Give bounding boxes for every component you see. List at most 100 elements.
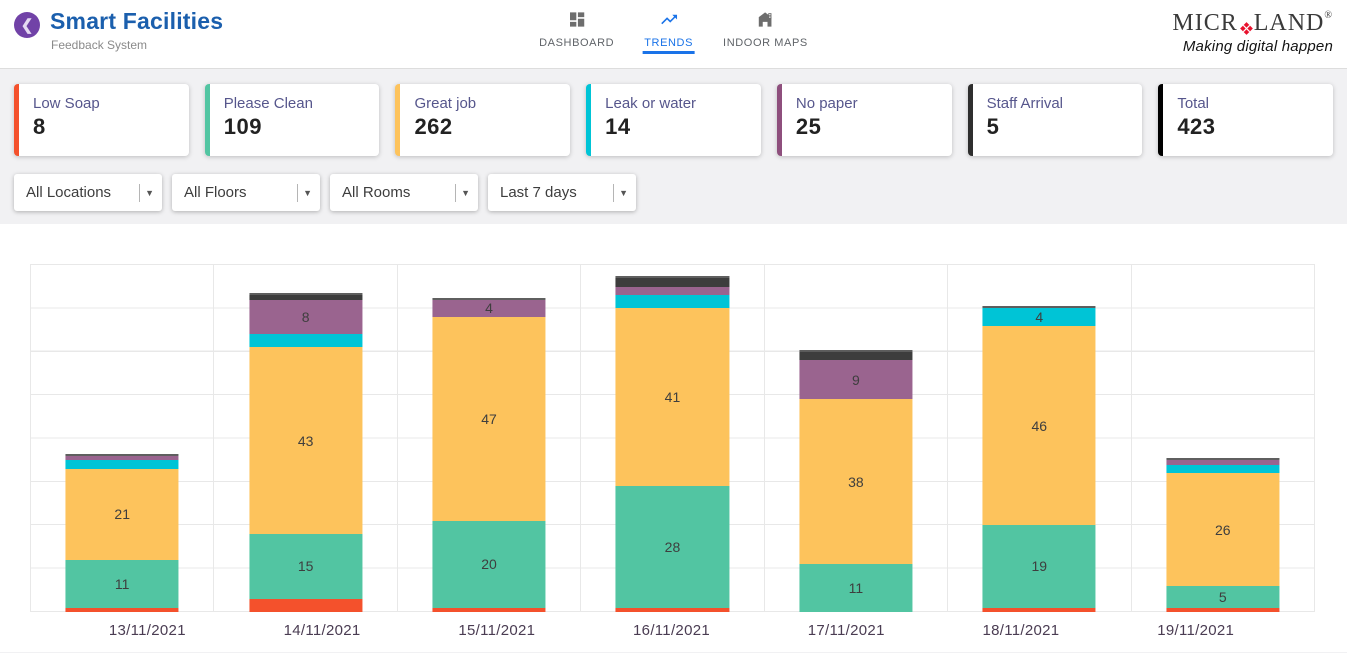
bar-segment-no-paper[interactable] [1166, 460, 1280, 465]
bar-top-edge [432, 297, 546, 300]
logo-tagline: Making digital happen [1182, 38, 1333, 55]
filter-row: All Locations ▼ All Floors ▼ All Rooms ▼ Last … [14, 174, 1333, 211]
bar-segment-low-soap[interactable] [65, 607, 179, 612]
chart-column-13-11-2021: 21 11 [31, 264, 215, 612]
bar-segment-low-soap[interactable] [432, 607, 546, 612]
x-axis-label: 14/11/2021 [283, 622, 361, 639]
bar-segment-please-clean[interactable]: 28 [615, 486, 730, 608]
x-axis-label: 16/11/2021 [633, 622, 710, 639]
filter-selected-value: Last 7 days [500, 184, 577, 201]
tab-trends[interactable]: TRENDS [642, 10, 696, 54]
bar-segment-please-clean[interactable]: 15 [249, 533, 363, 599]
bar-segment-staff-arrival[interactable] [615, 278, 730, 287]
bar-segment-low-soap[interactable] [615, 607, 730, 612]
bar-top-edge [615, 276, 730, 279]
building-map-icon [756, 10, 775, 34]
bar-segment-leak-or-water[interactable] [249, 334, 363, 348]
bar-top-edge [982, 306, 1096, 309]
filter-selected-value: All Floors [184, 184, 247, 201]
chart-column-15-11-2021: 4 47 20 [398, 264, 582, 612]
chevron-left-icon: ❮ [20, 17, 34, 34]
tab-indoor-maps[interactable]: INDOOR MAPS [721, 10, 810, 54]
logo-wordmark: MICR LAND® [1172, 10, 1333, 37]
bar-segment-staff-arrival[interactable] [249, 295, 363, 300]
chart-plot-area: 21 11 8 43 15 4 47 20 41 28 9 38 11 4 46 19 26 5 [30, 264, 1315, 612]
filter-dropdown-all-rooms[interactable]: All Rooms ▼ [330, 174, 478, 211]
logo-text-right: LAND [1253, 10, 1325, 36]
chevron-down-icon: ▼ [461, 187, 470, 198]
bar-segment-no-paper[interactable] [65, 455, 179, 461]
bar-segment-please-clean[interactable]: 5 [1166, 585, 1280, 608]
filter-dropdown-all-floors[interactable]: All Floors ▼ [172, 174, 320, 211]
registered-mark: ® [1324, 10, 1333, 21]
bar-segment-leak-or-water[interactable]: 4 [982, 308, 1096, 326]
kpi-card-label: Low Soap [33, 95, 100, 112]
chart-column-17-11-2021: 9 38 11 [765, 264, 949, 612]
bar-segment-low-soap[interactable] [249, 599, 363, 612]
filter-separator [139, 183, 141, 202]
kpi-card-value: 14 [605, 114, 631, 139]
bar-segment-please-clean[interactable]: 19 [982, 525, 1096, 608]
logo-diamond-icon [1239, 16, 1254, 36]
microland-logo: MICR LAND® Making digital happen [1172, 8, 1333, 55]
kpi-card-value: 109 [223, 114, 262, 139]
bar-segment-no-paper[interactable]: 4 [432, 299, 546, 318]
bar-segment-great-job[interactable]: 41 [615, 308, 730, 487]
kpi-card-value: 423 [1177, 114, 1216, 139]
bar-segment-great-job[interactable]: 26 [1166, 473, 1280, 586]
bar-segment-leak-or-water[interactable] [1166, 464, 1280, 474]
chevron-down-icon: ▼ [619, 187, 628, 198]
filter-dropdown-last-7-days[interactable]: Last 7 days ▼ [488, 174, 636, 211]
kpi-card-value: 262 [414, 114, 453, 139]
kpi-card-no-paper: No paper 25 [776, 84, 952, 156]
bar-segment-please-clean[interactable]: 11 [799, 564, 913, 612]
bar-segment-please-clean[interactable]: 20 [432, 520, 546, 608]
x-axis-labels: 13/11/2021 14/11/2021 15/11/2021 16/11/2021… [30, 612, 1315, 639]
bar-segment-leak-or-water[interactable] [65, 460, 179, 469]
filter-separator [297, 183, 299, 202]
logo-text-left: MICR [1172, 10, 1238, 36]
chevron-down-icon: ▼ [303, 187, 312, 198]
filter-selected-value: All Locations [26, 184, 112, 201]
x-axis-label: 15/11/2021 [458, 622, 536, 639]
dashboard-grid-icon [567, 10, 586, 34]
tab-label: INDOOR MAPS [723, 37, 808, 49]
bar-top-edge [799, 349, 913, 352]
filter-dropdown-all-locations[interactable]: All Locations ▼ [14, 174, 162, 211]
kpi-card-label: Staff Arrival [986, 95, 1064, 112]
x-axis-label: 19/11/2021 [1157, 622, 1235, 639]
chart-column-18-11-2021: 4 46 19 [948, 264, 1132, 612]
bar-segment-staff-arrival[interactable] [799, 351, 913, 361]
chart-column-16-11-2021: 41 28 [581, 264, 765, 612]
bar-segment-great-job[interactable]: 46 [982, 325, 1096, 526]
bar-top-edge [249, 293, 363, 296]
tab-label: DASHBOARD [539, 37, 615, 49]
kpi-card-label: Leak or water [605, 95, 697, 112]
app-header: ❮ Smart Facilities Feedback System DASHB… [0, 0, 1347, 69]
bar-segment-great-job[interactable]: 21 [65, 468, 179, 560]
bar-segment-please-clean[interactable]: 11 [65, 559, 179, 608]
back-button[interactable]: ❮ [14, 12, 40, 38]
bar-segment-no-paper[interactable] [615, 286, 730, 296]
tab-dashboard[interactable]: DASHBOARD [537, 10, 616, 54]
bar-segment-low-soap[interactable] [982, 607, 1096, 612]
bar-segment-great-job[interactable]: 47 [432, 317, 546, 521]
tab-label: TRENDS [644, 37, 694, 49]
bar-segment-no-paper[interactable]: 9 [799, 360, 913, 400]
kpi-card-row: Low Soap 8 Please Clean 109 Great job 262 Leak… [14, 84, 1334, 156]
bar-segment-low-soap[interactable] [1166, 607, 1280, 612]
bar-segment-no-paper[interactable]: 8 [249, 299, 363, 335]
stacked-bar-18-11-2021: 4 46 19 [982, 306, 1096, 612]
kpi-card-low-soap: Low Soap 8 [14, 84, 189, 156]
kpi-card-total: Total 423 [1158, 84, 1334, 156]
stacked-bar-13-11-2021: 21 11 [65, 453, 179, 612]
header-left: ❮ Smart Facilities Feedback System [14, 8, 223, 52]
kpi-card-label: No paper [795, 95, 858, 112]
bar-segment-leak-or-water[interactable] [615, 295, 730, 309]
stacked-bar-19-11-2021: 26 5 [1166, 458, 1280, 612]
filter-separator [613, 183, 615, 202]
bar-segment-great-job[interactable]: 43 [249, 347, 363, 534]
kpi-card-value: 5 [986, 114, 1000, 139]
chevron-down-icon: ▼ [145, 187, 154, 198]
bar-segment-great-job[interactable]: 38 [799, 399, 913, 565]
